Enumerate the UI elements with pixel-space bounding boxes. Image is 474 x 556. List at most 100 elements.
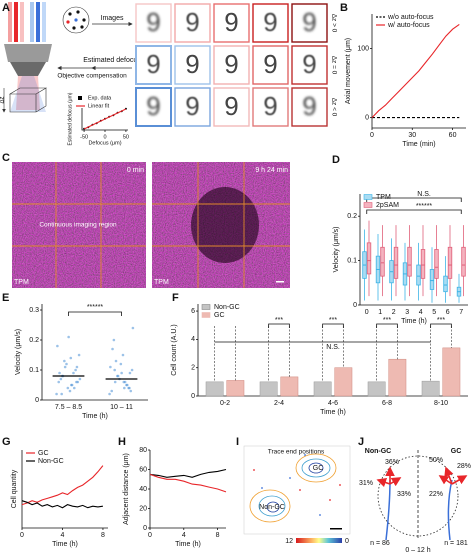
modality-label: TPM bbox=[154, 279, 169, 286]
legend-swatch bbox=[201, 304, 211, 310]
y-tick-label: 20 bbox=[139, 505, 147, 512]
axis bbox=[81, 108, 128, 131]
digit: 9 bbox=[185, 49, 199, 79]
j-non-gc: Non-GC bbox=[365, 448, 391, 455]
box bbox=[420, 249, 426, 279]
image-frame bbox=[252, 3, 289, 43]
legend-label: GC bbox=[38, 450, 49, 457]
annotation: ****** bbox=[416, 203, 433, 210]
images-label: Images bbox=[101, 15, 124, 22]
panel-label: B bbox=[340, 2, 348, 14]
digit: 9 bbox=[224, 91, 238, 121]
x-tick-label: 0 bbox=[365, 309, 369, 316]
legend-label: w/o auto-focus bbox=[387, 14, 434, 21]
x-tick-label: 5 bbox=[432, 309, 436, 316]
data-point bbox=[131, 326, 135, 330]
colorbar-label: 0 bbox=[345, 538, 349, 545]
legend-label: Linear fit bbox=[88, 103, 110, 109]
data-point bbox=[58, 371, 61, 375]
y-tick-label: 2 bbox=[191, 365, 195, 372]
panel-label: C bbox=[2, 152, 10, 164]
data-point bbox=[72, 371, 75, 375]
image-frame bbox=[291, 3, 328, 43]
data-point bbox=[65, 362, 68, 366]
bar bbox=[205, 381, 224, 397]
x-tick-label: 60 bbox=[449, 132, 457, 139]
image-frame bbox=[174, 87, 211, 127]
line-series bbox=[21, 465, 104, 506]
annotation: *** bbox=[383, 317, 391, 324]
data-point bbox=[56, 344, 59, 348]
data-point bbox=[68, 389, 72, 393]
x-axis-label: Time (h) bbox=[175, 541, 201, 548]
n-label: n = 181 bbox=[444, 540, 468, 547]
y-tick-label: 80 bbox=[139, 447, 147, 454]
y-axis-label: Velocity (μm/s) bbox=[333, 226, 340, 272]
legend-label: w/ auto-focus bbox=[387, 22, 430, 29]
data-point bbox=[116, 374, 120, 378]
image-frame bbox=[174, 45, 211, 85]
data-point bbox=[122, 380, 126, 384]
image-frame bbox=[174, 3, 211, 43]
image-frame bbox=[135, 87, 172, 127]
digit: 9 bbox=[302, 91, 316, 121]
x-tick-label: 1 bbox=[378, 309, 382, 316]
dz-label: Δz > 0 bbox=[330, 14, 337, 33]
line-series bbox=[149, 468, 227, 478]
panel-label: A bbox=[2, 2, 10, 14]
x-tick-label: 10 – 11 bbox=[110, 404, 133, 411]
y-tick-label: 4 bbox=[191, 336, 195, 343]
time-label: 0 – 12 h bbox=[405, 547, 430, 554]
data-point bbox=[75, 380, 78, 384]
non-gc-label: Non-GC bbox=[259, 504, 285, 511]
data-point bbox=[113, 380, 117, 384]
box bbox=[393, 246, 399, 279]
microscope bbox=[2, 2, 133, 113]
y-tick-label: 0 bbox=[365, 114, 369, 121]
legend-label: Non-GC bbox=[38, 458, 64, 465]
x-tick-label: 0 bbox=[103, 134, 106, 140]
data-point bbox=[59, 377, 63, 381]
data-point bbox=[55, 392, 58, 396]
x-tick-label: 50 bbox=[123, 134, 129, 140]
defocus-label: Estimated defocus bbox=[83, 57, 141, 64]
digit: 9 bbox=[302, 7, 316, 37]
line-series bbox=[83, 108, 127, 130]
x-tick-label: 4-6 bbox=[328, 400, 338, 407]
percent: 33% bbox=[397, 491, 411, 498]
box bbox=[443, 275, 448, 293]
image-frame bbox=[291, 87, 328, 127]
bar bbox=[313, 381, 332, 397]
digit: 9 bbox=[146, 91, 160, 121]
line-series bbox=[149, 473, 227, 493]
box bbox=[447, 246, 453, 279]
y-tick-label: 60 bbox=[139, 466, 147, 473]
data-point bbox=[63, 365, 67, 369]
image-frame bbox=[252, 87, 289, 127]
x-tick-label: 3 bbox=[405, 309, 409, 316]
panel-label: D bbox=[332, 154, 340, 166]
data-point bbox=[123, 386, 126, 390]
panel-label: E bbox=[2, 292, 9, 304]
data-point bbox=[69, 356, 73, 360]
box bbox=[429, 269, 435, 290]
x-tick-label: 4 bbox=[61, 532, 65, 539]
y-tick-label: 0.1 bbox=[29, 367, 39, 374]
percent: 31% bbox=[359, 480, 373, 487]
line-series bbox=[371, 23, 460, 118]
digit: 9 bbox=[146, 7, 160, 37]
x-tick-label: 7 bbox=[459, 309, 463, 316]
digit: 9 bbox=[263, 49, 277, 79]
data-point bbox=[111, 347, 114, 351]
data-point bbox=[112, 338, 116, 342]
digit: 9 bbox=[146, 49, 160, 79]
digit: 9 bbox=[263, 7, 277, 37]
y-axis-label: Axial movement (μm) bbox=[345, 38, 352, 104]
axis bbox=[149, 450, 226, 529]
annotation: *** bbox=[437, 317, 445, 324]
annotation: *** bbox=[275, 317, 283, 324]
bar bbox=[442, 347, 461, 397]
data-point bbox=[114, 359, 118, 363]
bar bbox=[388, 358, 407, 397]
